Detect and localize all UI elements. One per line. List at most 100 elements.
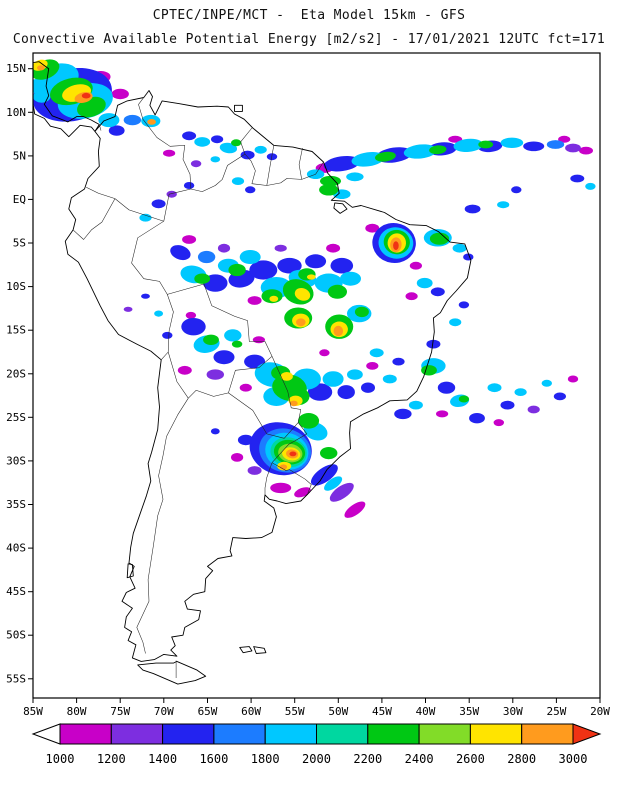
cape-cell bbox=[347, 369, 363, 380]
colorbar-tick-label: 3000 bbox=[559, 752, 588, 766]
cape-cell bbox=[306, 274, 316, 280]
country-border bbox=[138, 90, 192, 190]
cape-cell bbox=[81, 92, 91, 99]
basemap-layer bbox=[33, 61, 472, 685]
cape-cell bbox=[458, 395, 470, 403]
colorbar-cell bbox=[469, 723, 523, 745]
cape-cell bbox=[162, 331, 173, 339]
cape-cell bbox=[429, 145, 447, 155]
cape-cell bbox=[464, 204, 481, 214]
cape-cell bbox=[252, 336, 265, 344]
cape-cell bbox=[478, 140, 494, 149]
cape-cell bbox=[500, 400, 515, 410]
country-border bbox=[163, 188, 191, 222]
colorbar-tick-label: 1800 bbox=[251, 752, 280, 766]
country-border bbox=[240, 127, 253, 155]
country-border bbox=[167, 283, 273, 357]
cape-cell bbox=[421, 365, 437, 376]
lat-tick-label: 20S bbox=[6, 367, 26, 380]
cape-cell bbox=[245, 186, 256, 194]
cape-cell bbox=[270, 482, 292, 494]
cape-cell bbox=[374, 151, 396, 162]
cape-cell bbox=[37, 65, 45, 71]
colorbar-tick-label: 1000 bbox=[46, 752, 75, 766]
latitude-labels: 15N 10N 5N EQ 5S 10S 15S 20S 25S 30S 35S 40S 45S 50S 5… bbox=[6, 62, 26, 685]
cape-cell bbox=[237, 434, 254, 446]
cape-cell bbox=[449, 318, 462, 327]
cape-cell bbox=[436, 410, 449, 418]
lat-tick-label: 25S bbox=[6, 411, 26, 424]
country-border bbox=[271, 422, 308, 463]
cape-cell bbox=[231, 139, 242, 147]
cape-cell bbox=[392, 357, 405, 366]
cape-cell bbox=[323, 155, 360, 172]
longitude-labels: 85W 80W 75W 70W 65W 60W 55W 50W 45W 40W 35W 30W 25W 2… bbox=[23, 705, 610, 718]
cape-cell bbox=[329, 482, 354, 502]
chart-title-field: Convective Available Potential Energy [m… bbox=[12, 32, 606, 47]
colorbar-cells bbox=[31, 723, 602, 745]
lon-tick-label: 35W bbox=[459, 705, 479, 718]
coastline bbox=[253, 646, 267, 654]
chart-title-model: CPTEC/INPE/MCT - Eta Model 15km - GFS bbox=[152, 8, 466, 23]
cape-cell bbox=[203, 334, 219, 345]
lon-tick-label: 30W bbox=[503, 705, 523, 718]
cape-cell bbox=[565, 143, 581, 153]
cape-cell bbox=[197, 250, 216, 264]
lat-tick-label: 5S bbox=[13, 237, 26, 250]
cape-cell bbox=[319, 349, 330, 357]
cape-cell bbox=[553, 392, 567, 401]
cape-cell bbox=[111, 88, 129, 100]
cape-cell bbox=[183, 182, 195, 189]
cape-map: 15N 10N 5N EQ 5S 10S 15S 20S 25S 30S 35S 40S 45S 50S 5… bbox=[6, 52, 610, 718]
country-border bbox=[188, 390, 229, 399]
lon-tick-label: 55W bbox=[285, 705, 305, 718]
cape-cell bbox=[546, 140, 565, 149]
chart-header: CPTEC/INPE/MCT - Eta Model 15km - GFS Co… bbox=[0, 0, 618, 46]
cape-cell bbox=[213, 350, 235, 365]
lon-tick-label: 65W bbox=[198, 705, 218, 718]
cape-cell bbox=[277, 257, 302, 274]
cape-cell bbox=[239, 250, 261, 264]
colorbar-tick-label: 2000 bbox=[302, 752, 331, 766]
country-border bbox=[99, 124, 102, 131]
colorbar-labels: 1000 1200 1400 1600 1800 2000 2200 2400 2600 2800… bbox=[46, 752, 588, 766]
colorbar-cell bbox=[213, 723, 266, 745]
cape-cell bbox=[430, 287, 445, 297]
cape-cell bbox=[354, 306, 369, 318]
cape-cell bbox=[394, 408, 412, 420]
cape-cell bbox=[247, 296, 262, 305]
lat-tick-label: 50S bbox=[6, 629, 26, 642]
cape-cell bbox=[437, 381, 456, 394]
cape-cell bbox=[337, 385, 355, 400]
cape-cell bbox=[123, 306, 133, 312]
cape-cell bbox=[500, 137, 524, 148]
cape-cell bbox=[228, 263, 246, 277]
cape-shading-layer bbox=[33, 59, 596, 518]
cape-cell bbox=[296, 318, 306, 327]
country-border bbox=[114, 198, 164, 222]
country-borders-layer bbox=[72, 90, 324, 678]
cape-cell bbox=[327, 284, 347, 299]
cape-cell bbox=[33, 90, 51, 103]
lat-tick-label: 15N bbox=[6, 62, 26, 75]
country-border bbox=[131, 220, 168, 295]
coastline bbox=[234, 104, 243, 112]
cape-cell bbox=[289, 400, 298, 407]
cape-cell bbox=[558, 135, 571, 143]
colorbar-tick-label: 2200 bbox=[353, 752, 382, 766]
colorbar-tick-label: 1200 bbox=[97, 752, 126, 766]
cape-cell bbox=[182, 131, 197, 141]
cape-cell bbox=[289, 451, 297, 457]
cape-cell bbox=[147, 119, 157, 125]
coastline bbox=[137, 660, 207, 685]
colorbar-tick-label: 2800 bbox=[507, 752, 536, 766]
cape-cell bbox=[405, 292, 418, 301]
cape-cell bbox=[393, 241, 399, 251]
cape-cell bbox=[570, 174, 585, 183]
lon-tick-label: 75W bbox=[110, 705, 130, 718]
coastline-layer bbox=[33, 61, 472, 685]
lat-tick-label: 10N bbox=[6, 106, 26, 119]
lon-tick-label: 50W bbox=[328, 705, 348, 718]
cape-cell bbox=[210, 156, 221, 163]
